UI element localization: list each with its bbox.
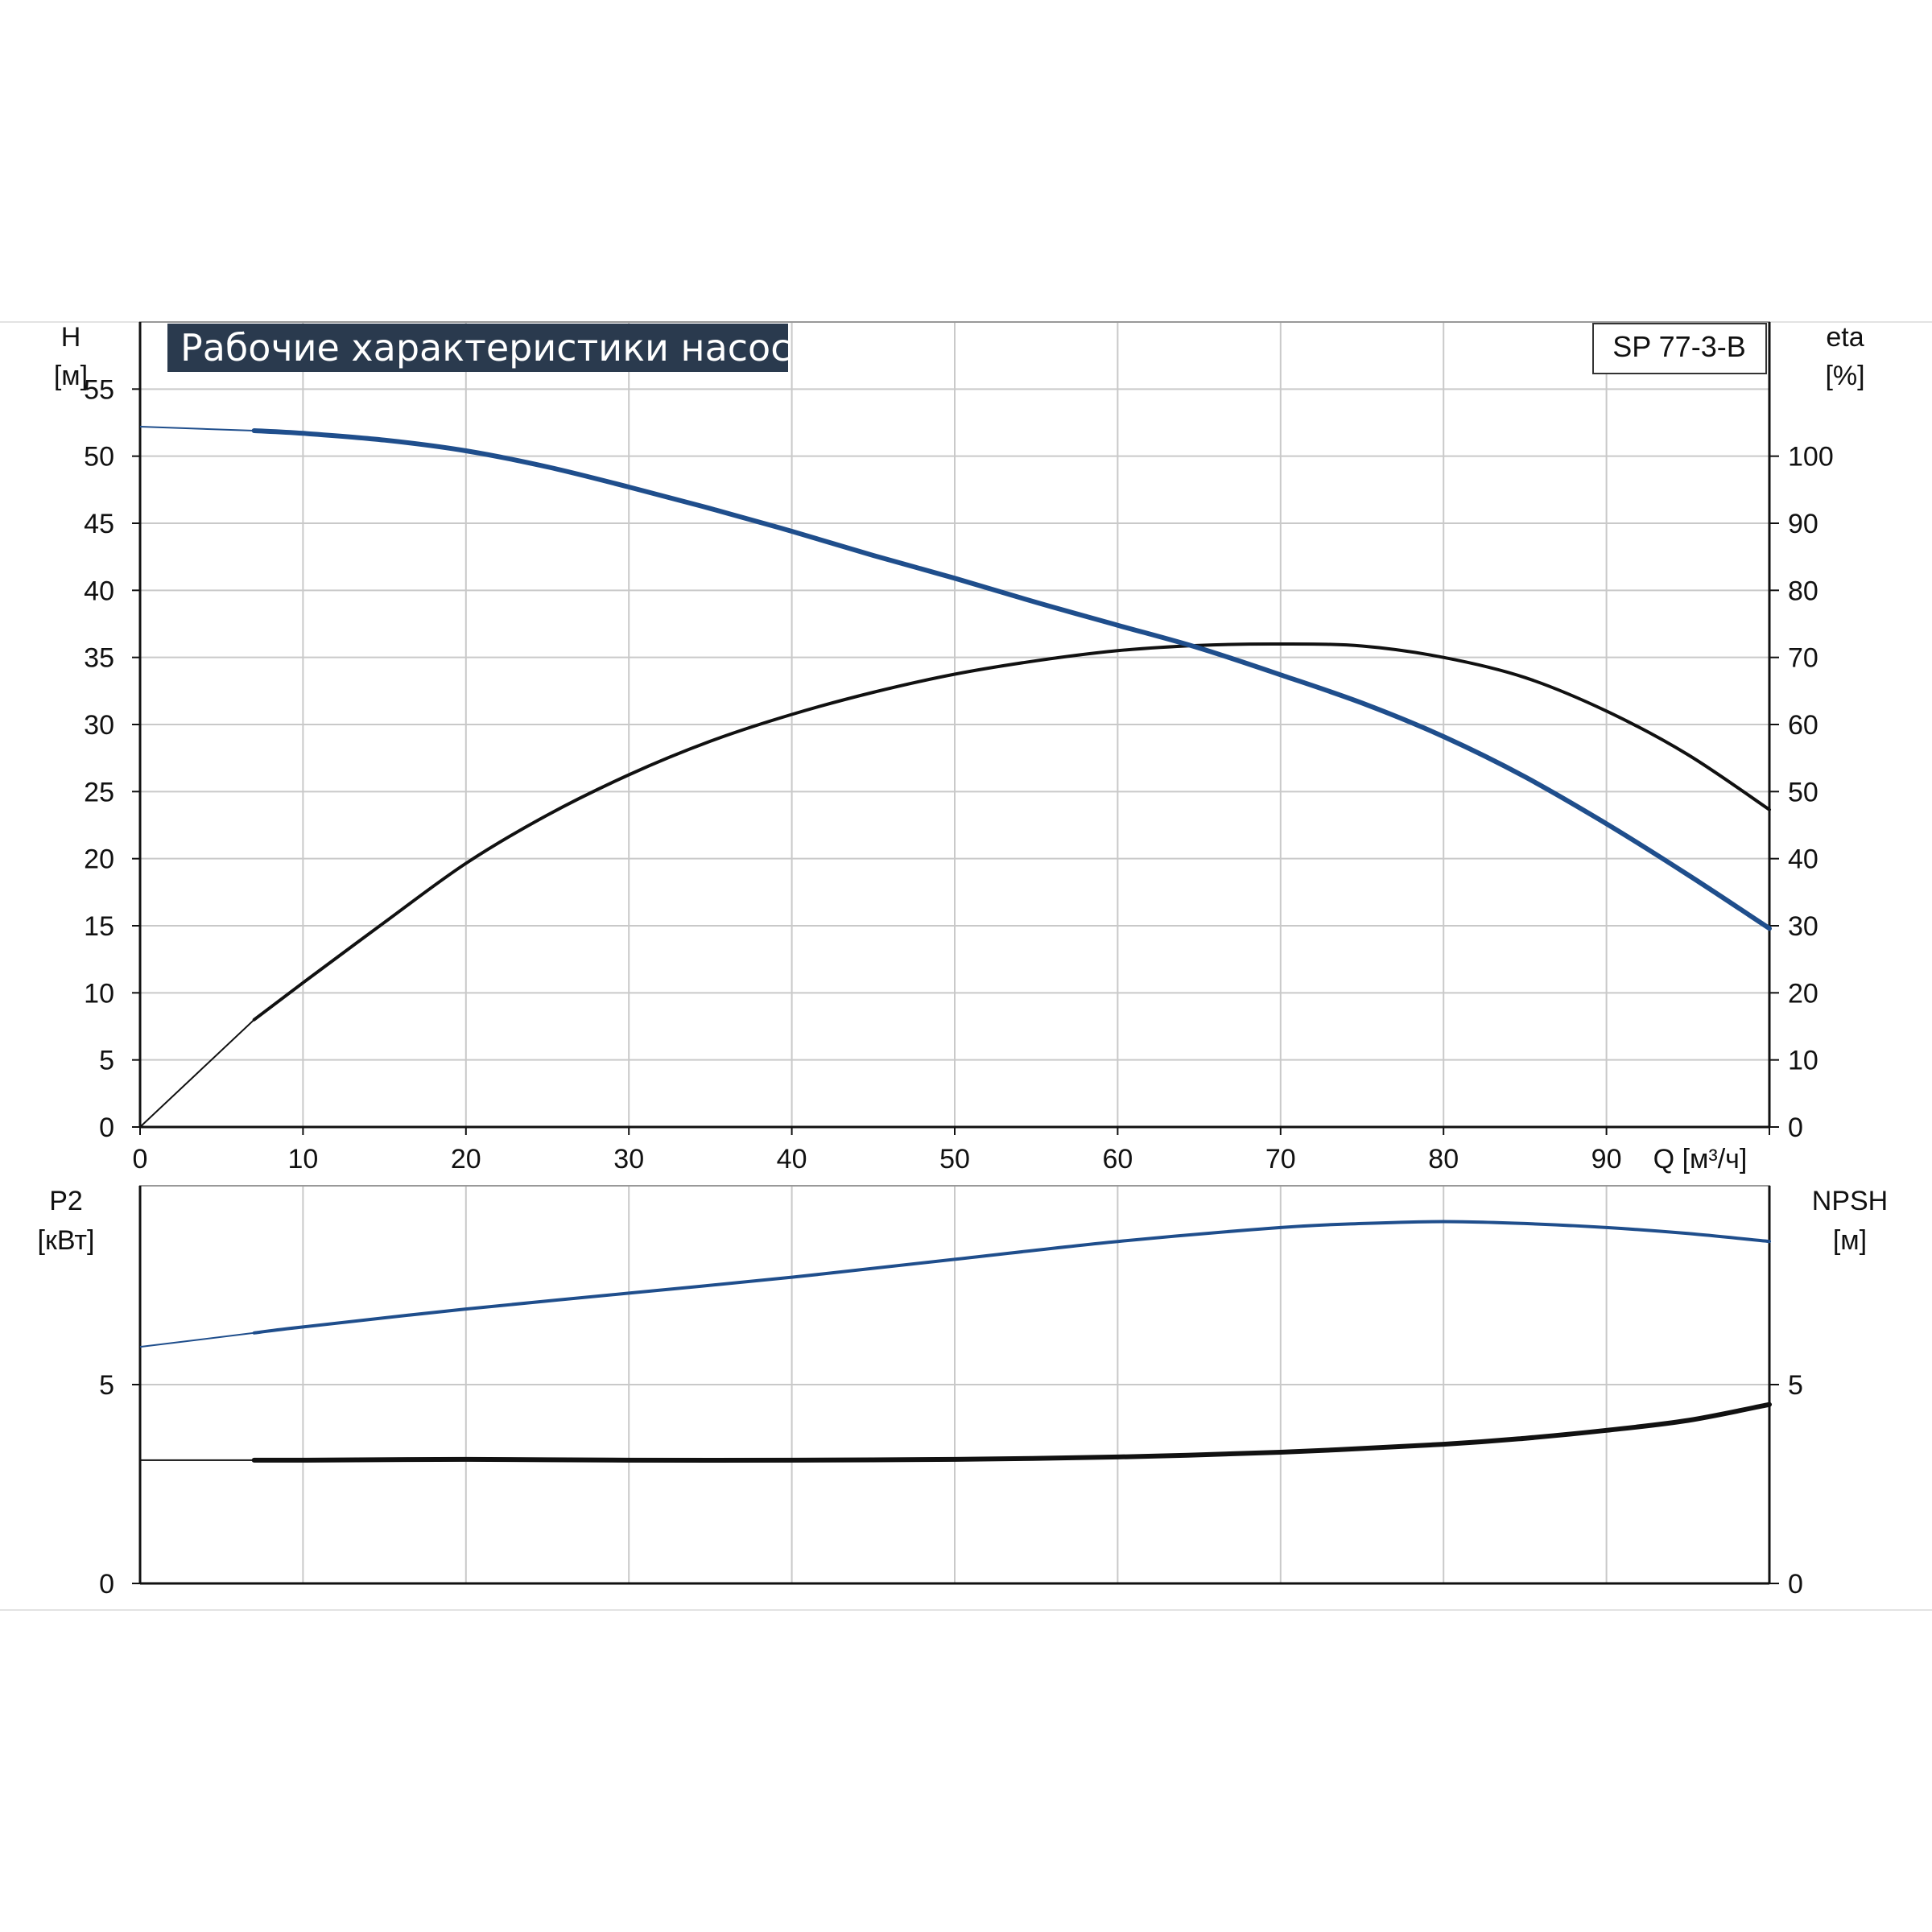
right-tick-label: 30 bbox=[1788, 911, 1818, 942]
right-tick-label: 50 bbox=[1788, 777, 1818, 807]
left-tick-label: 55 bbox=[84, 374, 114, 405]
x-axis-label: Q [м³/ч] bbox=[1653, 1144, 1748, 1174]
right-tick-label: 10 bbox=[1788, 1046, 1818, 1076]
chart-title: Рабочие характеристики насоса bbox=[180, 326, 814, 369]
right-tick-label: 100 bbox=[1788, 442, 1834, 473]
x-tick-label: 40 bbox=[777, 1144, 807, 1174]
bottom-left-axis-unit: [кВт] bbox=[38, 1225, 95, 1256]
right-tick-label: 20 bbox=[1788, 978, 1818, 1009]
left-tick-label: 15 bbox=[84, 911, 114, 942]
right-tick-label: 60 bbox=[1788, 710, 1818, 741]
model-label: SP 77-3-B bbox=[1612, 330, 1745, 363]
head-curve-extension bbox=[139, 426, 254, 431]
x-tick-label: 90 bbox=[1591, 1144, 1622, 1174]
x-tick-label: 50 bbox=[939, 1144, 970, 1174]
bottom-left-tick-label: 5 bbox=[99, 1370, 114, 1401]
bottom-right-axis-unit: [м] bbox=[1833, 1225, 1867, 1256]
npsh-curve bbox=[251, 1402, 1772, 1463]
bottom-right-tick-label: 0 bbox=[1788, 1569, 1803, 1600]
bottom-left-tick-label: 0 bbox=[99, 1569, 114, 1600]
x-tick-label: 30 bbox=[613, 1144, 644, 1174]
data-series bbox=[139, 426, 1772, 1463]
left-tick-label: 25 bbox=[84, 777, 114, 807]
top-right-axis-label: eta bbox=[1826, 322, 1864, 353]
title-box bbox=[167, 324, 788, 372]
power_p2-curve bbox=[252, 1220, 1771, 1335]
efficiency-curve-extension bbox=[139, 1018, 255, 1128]
bottom-right-tick-label: 5 bbox=[1788, 1370, 1803, 1401]
left-tick-label: 30 bbox=[84, 710, 114, 741]
top-right-axis-unit: [%] bbox=[1825, 361, 1864, 391]
x-tick-label: 60 bbox=[1102, 1144, 1133, 1174]
x-tick-label: 80 bbox=[1428, 1144, 1459, 1174]
left-tick-label: 0 bbox=[99, 1113, 114, 1143]
right-tick-label: 0 bbox=[1788, 1113, 1803, 1143]
left-tick-label: 40 bbox=[84, 576, 114, 606]
top-left-axis-unit: [м] bbox=[54, 361, 88, 391]
left-tick-label: 50 bbox=[84, 442, 114, 473]
efficiency-curve bbox=[252, 642, 1771, 1022]
x-tick-label: 20 bbox=[451, 1144, 481, 1174]
top-left-axis-label: H bbox=[61, 322, 81, 353]
left-tick-label: 35 bbox=[84, 643, 114, 674]
bottom-right-axis-label: NPSH bbox=[1812, 1186, 1888, 1216]
x-tick-label: 0 bbox=[133, 1144, 148, 1174]
right-tick-label: 70 bbox=[1788, 643, 1818, 674]
right-tick-label: 90 bbox=[1788, 509, 1818, 539]
model-box bbox=[1592, 323, 1767, 374]
x-tick-label: 70 bbox=[1265, 1144, 1296, 1174]
left-tick-label: 45 bbox=[84, 509, 114, 539]
right-tick-label: 40 bbox=[1788, 844, 1818, 875]
left-tick-label: 10 bbox=[84, 978, 114, 1009]
right-tick-label: 80 bbox=[1788, 576, 1818, 606]
head-curve bbox=[251, 428, 1772, 931]
x-tick-label: 10 bbox=[287, 1144, 318, 1174]
tick-labels: 0 10 20 30 40 50 60 70 80 90051015202530354045505… bbox=[84, 374, 1834, 1600]
top-panel-grid bbox=[140, 321, 1770, 1127]
left-tick-label: 20 bbox=[84, 844, 114, 875]
power_p2-curve-extension bbox=[139, 1331, 254, 1348]
bottom-left-axis-label: P2 bbox=[49, 1186, 83, 1216]
left-tick-label: 5 bbox=[99, 1046, 114, 1076]
bottom-panel-grid bbox=[140, 1186, 1770, 1583]
